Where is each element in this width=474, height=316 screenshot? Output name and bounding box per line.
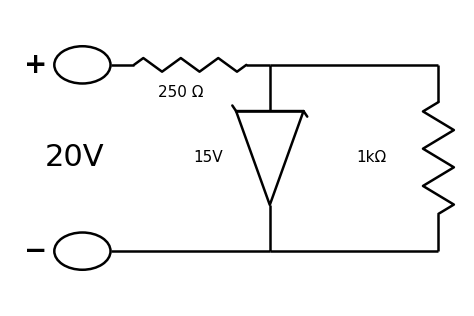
Text: 15V: 15V [193, 150, 223, 166]
Text: 20V: 20V [45, 143, 105, 173]
Text: +: + [24, 51, 47, 79]
Text: 1kΩ: 1kΩ [356, 150, 387, 166]
Text: −: − [24, 237, 47, 265]
Text: 250 Ω: 250 Ω [158, 85, 203, 100]
